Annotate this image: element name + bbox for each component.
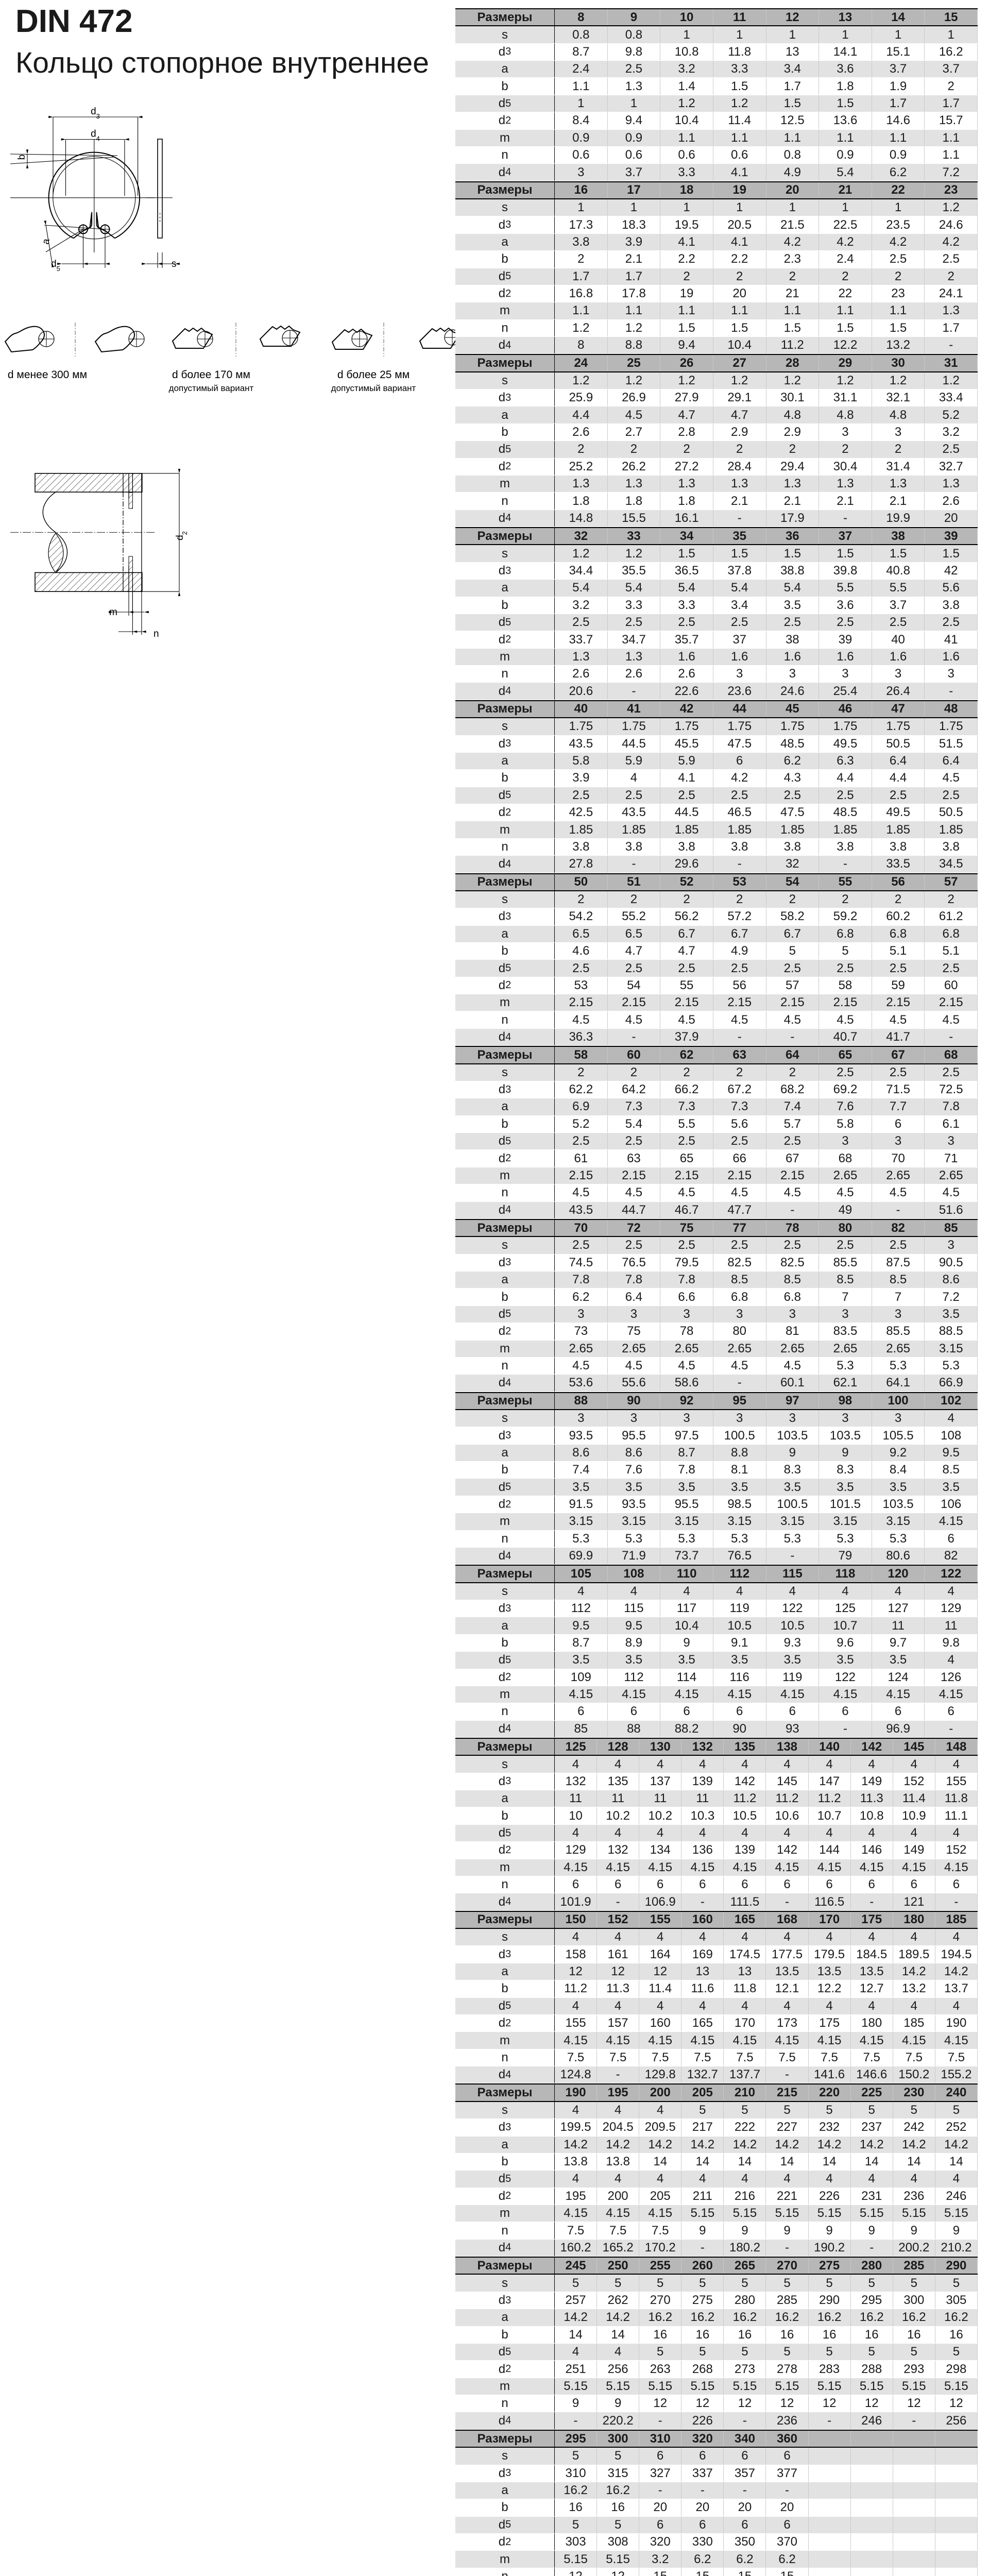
svg-text:d2: d2 (175, 531, 189, 540)
svg-text:d менее 300 мм: d менее 300 мм (8, 369, 87, 381)
svg-text:n: n (154, 629, 159, 639)
svg-text:допустимый вариант: допустимый вариант (169, 383, 254, 393)
svg-text:d более 170 мм: d более 170 мм (172, 369, 250, 381)
svg-text:допустимый вариант: допустимый вариант (331, 383, 416, 393)
svg-text:d5: d5 (51, 259, 60, 273)
svg-text:s: s (172, 259, 177, 269)
svg-text:a: a (40, 238, 52, 245)
svg-text:m: m (109, 607, 117, 618)
svg-text:d3: d3 (91, 106, 100, 120)
svg-text:d более 25 мм: d более 25 мм (337, 369, 410, 381)
svg-text:b: b (16, 155, 27, 160)
svg-text:d4: d4 (91, 129, 100, 143)
